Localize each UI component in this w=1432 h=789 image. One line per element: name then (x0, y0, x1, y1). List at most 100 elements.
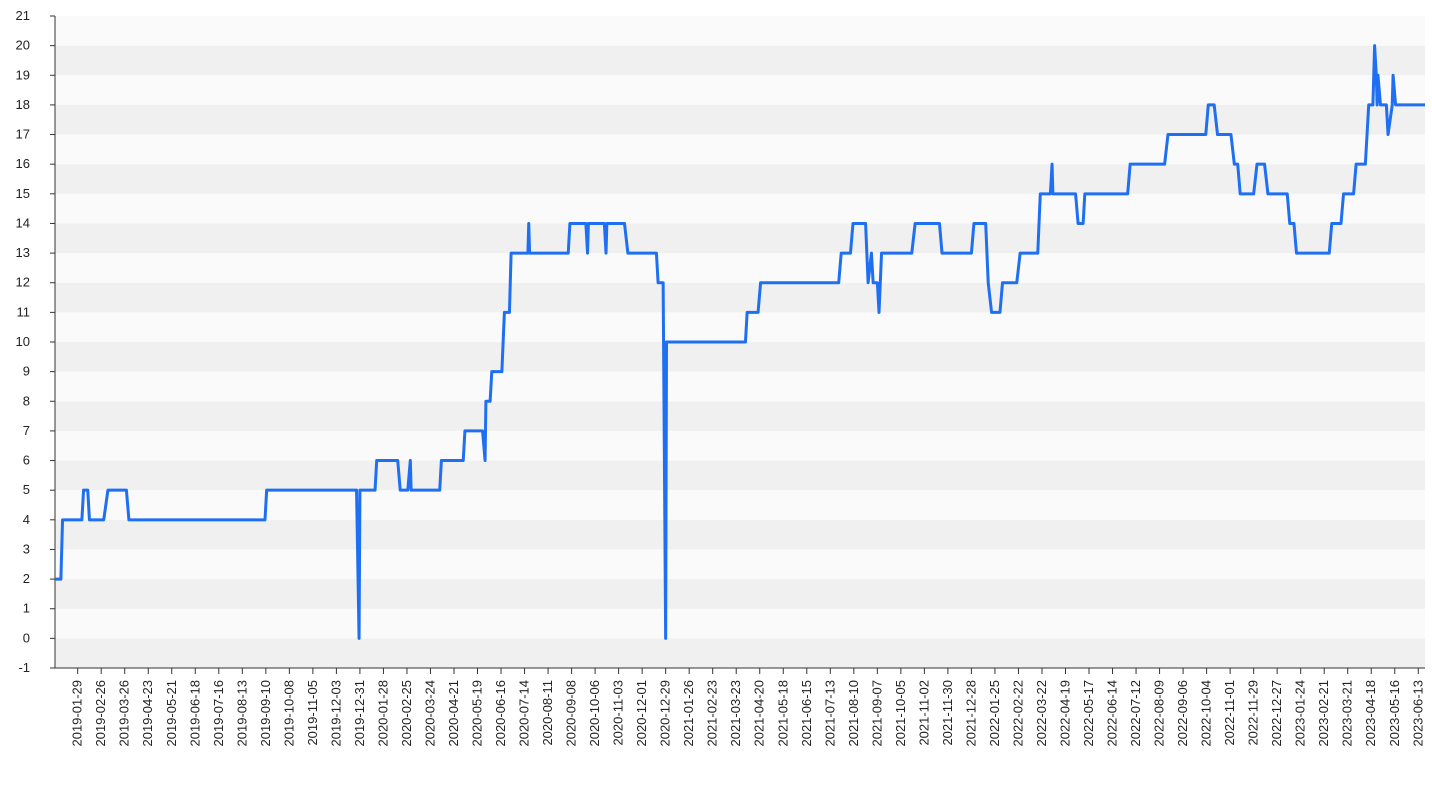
y-tick-label: 9 (23, 364, 30, 379)
y-tick-label: 18 (16, 97, 30, 112)
x-tick-label: 2020-01-28 (375, 680, 390, 747)
grid-band (55, 460, 1425, 491)
grid-band (55, 45, 1425, 76)
y-tick-label: 2 (23, 571, 30, 586)
x-tick-label: 2023-01-24 (1293, 680, 1308, 747)
x-tick-label: 2022-11-29 (1246, 680, 1261, 746)
x-tick-label: 2021-01-26 (681, 680, 696, 747)
x-tick-label: 2023-04-18 (1363, 680, 1378, 747)
x-tick-label: 2021-07-13 (822, 680, 837, 747)
grid-band (55, 608, 1425, 639)
x-tick-label: 2022-07-12 (1128, 680, 1143, 747)
x-tick-label: 2019-06-18 (187, 680, 202, 747)
grid-band (55, 223, 1425, 254)
y-tick-label: 17 (16, 127, 30, 142)
grid-band (55, 16, 1425, 46)
x-tick-label: 2019-04-23 (140, 680, 155, 747)
x-tick-label: 2019-03-26 (117, 680, 132, 747)
x-tick-label: 2022-04-19 (1057, 680, 1072, 747)
y-tick-label: 10 (16, 334, 30, 349)
y-tick-label: 5 (23, 482, 30, 497)
grid-band (55, 75, 1425, 105)
x-tick-label: 2022-06-14 (1105, 680, 1120, 747)
grid-band (55, 342, 1425, 372)
grid-band (55, 519, 1425, 550)
x-tick-label: 2022-09-06 (1175, 680, 1190, 747)
x-tick-label: 2023-03-21 (1340, 680, 1355, 747)
x-tick-label: 2019-02-26 (93, 680, 108, 747)
x-tick-label: 2021-04-20 (752, 680, 767, 747)
x-tick-label: 2022-05-17 (1081, 680, 1096, 747)
y-tick-label: 4 (23, 512, 30, 527)
x-tick-label: 2020-08-11 (540, 680, 555, 746)
y-tick-label: 19 (16, 67, 30, 82)
grid-band (55, 312, 1425, 342)
grid-band (55, 579, 1425, 609)
x-tick-label: 2021-10-05 (893, 680, 908, 747)
x-tick-label: 2019-12-31 (352, 680, 367, 747)
x-tick-label: 2023-05-16 (1387, 680, 1402, 747)
x-tick-label: 2020-03-24 (422, 680, 437, 747)
grid-band (55, 104, 1425, 135)
x-tick-label: 2020-12-29 (658, 680, 673, 747)
x-tick-label: 2021-02-23 (705, 680, 720, 747)
x-tick-label: 2020-02-25 (399, 680, 414, 747)
x-tick-label: 2022-12-27 (1269, 680, 1284, 747)
x-tick-label: 2019-05-21 (164, 680, 179, 747)
x-tick-label: 2019-12-03 (328, 680, 343, 747)
x-tick-label: 2021-08-10 (846, 680, 861, 747)
y-tick-label: 13 (16, 245, 30, 260)
y-tick-label: 21 (16, 8, 30, 23)
y-tick-label: 8 (23, 393, 30, 408)
grid-band (55, 134, 1425, 165)
grid-band (55, 490, 1425, 520)
x-tick-label: 2022-10-04 (1199, 680, 1214, 747)
x-tick-label: 2020-09-08 (564, 680, 579, 747)
y-tick-label: 11 (17, 304, 31, 319)
y-tick-label: 1 (23, 601, 30, 616)
x-tick-label: 2022-02-22 (1010, 680, 1025, 747)
grid-band (55, 430, 1425, 461)
y-tick-label: 16 (16, 156, 30, 171)
data-line (55, 44, 1425, 640)
x-tick-label: 2020-12-01 (634, 680, 649, 747)
grid-band (55, 638, 1425, 668)
x-tick-label: 2020-07-14 (517, 680, 532, 747)
x-tick-label: 2019-09-10 (258, 680, 273, 747)
x-tick-label: 2021-03-23 (728, 680, 743, 747)
x-tick-label: 2022-03-22 (1034, 680, 1049, 747)
grid-band (55, 371, 1425, 402)
x-tick-label: 2021-09-07 (869, 680, 884, 747)
y-tick-label: 6 (23, 453, 30, 468)
x-tick-label: 2020-05-19 (470, 680, 485, 747)
x-tick-label: 2023-02-21 (1316, 680, 1331, 747)
x-tick-label: 2023-06-13 (1410, 680, 1425, 747)
y-tick-label: 3 (23, 541, 30, 556)
x-tick-label: 2022-01-25 (987, 680, 1002, 747)
x-tick-label: 2019-11-05 (305, 680, 320, 746)
grid-band (55, 549, 1425, 580)
x-tick-label: 2021-12-28 (963, 680, 978, 747)
y-tick-label: 12 (16, 275, 30, 290)
x-tick-label: 2022-11-01 (1222, 680, 1237, 746)
y-tick-label: 20 (16, 38, 30, 53)
x-tick-label: 2019-08-13 (234, 680, 249, 747)
x-tick-label: 2021-11-30 (940, 680, 955, 746)
x-tick-label: 2022-08-09 (1152, 680, 1167, 747)
y-tick-label: -1 (18, 660, 30, 675)
grid-band (55, 253, 1425, 283)
x-tick-label: 2021-06-15 (799, 680, 814, 747)
x-tick-label: 2020-04-21 (446, 680, 461, 747)
grid-band (55, 164, 1425, 194)
x-tick-label: 2021-05-18 (775, 680, 790, 747)
x-tick-label: 2019-07-16 (211, 680, 226, 747)
y-tick-label: 14 (16, 215, 30, 230)
grid-band (55, 193, 1425, 224)
grid-band (55, 401, 1425, 431)
x-tick-label: 2020-11-03 (611, 680, 626, 746)
x-tick-label: 2019-01-29 (70, 680, 85, 747)
y-tick-label: 15 (16, 186, 30, 201)
x-tick-label: 2019-10-08 (281, 680, 296, 747)
